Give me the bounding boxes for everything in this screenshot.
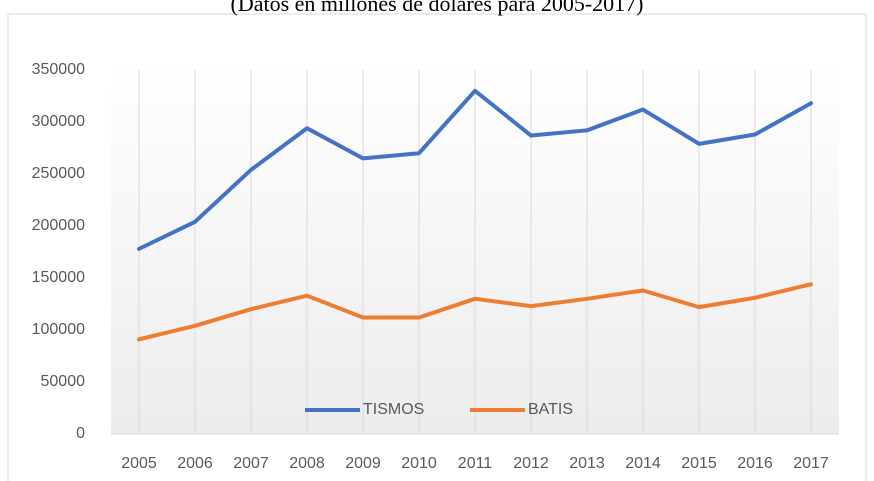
x-tick-label: 2011 [458, 455, 493, 472]
x-tick-label: 2016 [737, 455, 773, 472]
x-tick-label: 2017 [793, 455, 829, 472]
x-tick-label: 2010 [401, 455, 437, 472]
legend-label: TISMOS [363, 401, 424, 418]
chart-title: (Datos en millones de dólares para 2005-… [231, 0, 644, 16]
legend-label: BATIS [528, 401, 573, 418]
y-tick-label: 200000 [32, 217, 85, 234]
y-tick-label: 0 [76, 425, 85, 442]
y-tick-label: 300000 [32, 113, 85, 130]
y-tick-label: 50000 [41, 373, 86, 390]
line-series [137, 88, 813, 251]
x-tick-label: 2012 [513, 455, 549, 472]
x-tick-label: 2013 [569, 455, 605, 472]
x-tick-label: 2005 [121, 455, 157, 472]
x-tick-label: 2014 [625, 455, 661, 472]
y-tick-label: 150000 [32, 269, 85, 286]
y-tick-label: 350000 [32, 61, 85, 78]
x-tick-label: 2015 [681, 455, 717, 472]
y-tick-label: 250000 [32, 165, 85, 182]
x-tick-label: 2008 [289, 455, 325, 472]
line-series [137, 282, 813, 342]
x-tick-label: 2009 [345, 455, 381, 472]
x-tick-label: 2007 [233, 455, 269, 472]
y-tick-label: 100000 [32, 321, 85, 338]
x-tick-label: 2006 [177, 455, 213, 472]
